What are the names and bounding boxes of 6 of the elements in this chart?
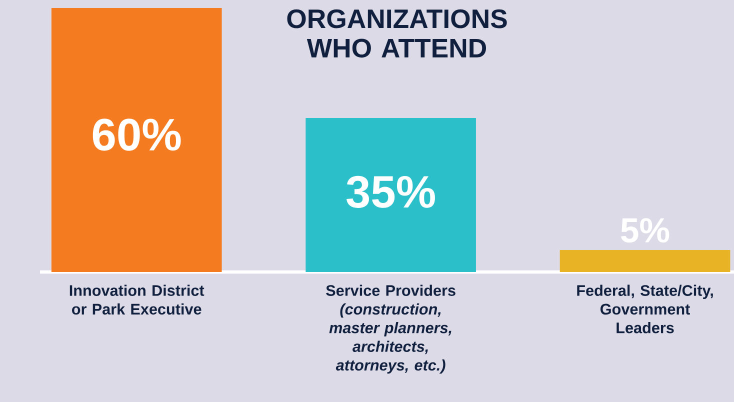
data-label: 35% <box>346 176 435 208</box>
x-tick-label: Service Providers (construction, master planners, architects, attorneys, etc.) <box>326 284 456 374</box>
data-label: 60% <box>92 118 181 151</box>
x-tick-label: Federal, State/City, Government Leaders <box>577 284 713 334</box>
x-tick-label: Innovation District or Park Executive <box>70 284 204 315</box>
chart-title: ORGANIZATIONS WHO ATTEND <box>287 9 507 58</box>
